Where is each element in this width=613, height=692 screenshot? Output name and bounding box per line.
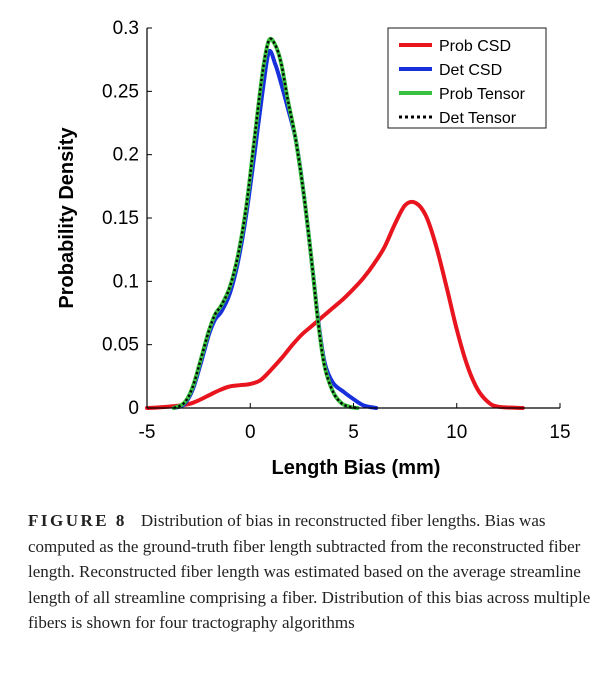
legend: Prob CSD Det CSD Prob Tensor Det Tensor [387,27,547,129]
x-tick-label: 15 [549,422,570,443]
figure-caption: FIGURE 8 Distribution of bias in reconstr… [28,508,608,636]
y-tick-label: 0.2 [113,145,139,166]
legend-label: Prob Tensor [439,86,526,103]
x-tick-label: 5 [348,422,359,443]
y-tick-label: 0 [128,398,139,419]
caption-text: Distribution of bias in reconstructed fi… [28,511,591,632]
x-axis-title: Length Bias (mm) [272,457,441,479]
legend-label: Det Tensor [439,110,517,127]
y-tick-label: 0.3 [113,18,139,39]
y-tick-label: 0.15 [102,208,139,229]
figure-label: FIGURE 8 [28,511,127,530]
series-line-prob-csd [145,199,525,410]
x-tick-label: 0 [245,422,256,443]
plot-lines [145,36,525,410]
x-tick-label: 10 [446,422,467,443]
x-tick-label: -5 [139,422,156,443]
y-axis-title: Probability Density [56,127,78,309]
legend-label: Prob CSD [439,38,511,55]
legend-label: Det CSD [439,62,502,79]
series-line-det-tensor [173,37,358,410]
series-line-prob-tensor [171,36,360,410]
y-tick-label: 0.1 [113,271,139,292]
y-tick-label: 0.05 [102,335,139,356]
y-tick-label: 0.25 [102,81,139,102]
